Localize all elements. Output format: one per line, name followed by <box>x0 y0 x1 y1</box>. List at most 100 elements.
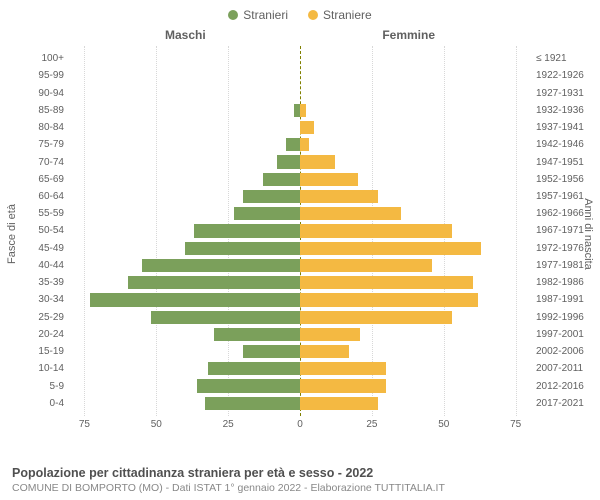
pyramid-row: 45-491972-1976 <box>70 240 530 257</box>
bar-male <box>243 345 301 358</box>
birth-year-label: 2012-2016 <box>530 381 586 392</box>
x-tick-label: 75 <box>79 419 90 430</box>
pyramid-row: 55-591962-1966 <box>70 205 530 222</box>
pyramid-row: 80-841937-1941 <box>70 119 530 136</box>
footer: Popolazione per cittadinanza straniera p… <box>12 466 588 494</box>
age-label: 100+ <box>26 53 70 64</box>
birth-year-label: 1962-1966 <box>530 208 586 219</box>
age-label: 60-64 <box>26 191 70 202</box>
bar-female <box>300 259 432 272</box>
birth-year-label: 1977-1981 <box>530 260 586 271</box>
bar-female <box>300 345 349 358</box>
column-header-male: Maschi <box>165 28 206 42</box>
bar-female <box>300 293 478 306</box>
legend-swatch-female <box>308 10 318 20</box>
y-axis-title-left: Fasce di età <box>6 204 18 264</box>
age-label: 45-49 <box>26 243 70 254</box>
birth-year-label: 1937-1941 <box>530 122 586 133</box>
pyramid-row: 5-92012-2016 <box>70 377 530 394</box>
birth-year-label: 1972-1976 <box>530 243 586 254</box>
x-axis: 7550250255075 <box>70 419 530 433</box>
bar-female <box>300 121 314 134</box>
bar-female <box>300 397 378 410</box>
bar-male <box>197 379 301 392</box>
bar-female <box>300 155 335 168</box>
chart-title: Popolazione per cittadinanza straniera p… <box>12 466 588 480</box>
birth-year-label: 1987-1991 <box>530 294 586 305</box>
bar-female <box>300 362 386 375</box>
age-label: 50-54 <box>26 225 70 236</box>
birth-year-label: 1952-1956 <box>530 174 586 185</box>
bar-female <box>300 379 386 392</box>
legend-swatch-male <box>228 10 238 20</box>
bar-female <box>300 276 473 289</box>
birth-year-label: 1942-1946 <box>530 139 586 150</box>
pyramid-row: 10-142007-2011 <box>70 360 530 377</box>
pyramid-row: 100+≤ 1921 <box>70 50 530 67</box>
pyramid-row: 70-741947-1951 <box>70 153 530 170</box>
age-label: 65-69 <box>26 174 70 185</box>
birth-year-label: 1932-1936 <box>530 105 586 116</box>
bar-male <box>194 224 300 237</box>
bar-male <box>142 259 300 272</box>
age-label: 15-19 <box>26 346 70 357</box>
pyramid-row: 75-791942-1946 <box>70 136 530 153</box>
pyramid-row: 35-391982-1986 <box>70 274 530 291</box>
bar-male <box>234 207 300 220</box>
bar-male <box>205 397 300 410</box>
bar-female <box>300 328 360 341</box>
bar-male <box>286 138 300 151</box>
pyramid-row: 40-441977-1981 <box>70 257 530 274</box>
pyramid-row: 50-541967-1971 <box>70 222 530 239</box>
age-label: 55-59 <box>26 208 70 219</box>
legend-item-female: Straniere <box>308 8 372 22</box>
bar-female <box>300 104 306 117</box>
chart-area: Maschi Femmine Fasce di età Anni di nasc… <box>20 26 580 441</box>
birth-year-label: 1927-1931 <box>530 88 586 99</box>
chart-subtitle: COMUNE DI BOMPORTO (MO) - Dati ISTAT 1° … <box>12 482 588 494</box>
plot: 100+≤ 192195-991922-192690-941927-193185… <box>70 46 530 416</box>
bar-male <box>208 362 300 375</box>
pyramid-row: 60-641957-1961 <box>70 188 530 205</box>
bar-male <box>277 155 300 168</box>
bar-female <box>300 224 452 237</box>
bar-female <box>300 311 452 324</box>
age-label: 30-34 <box>26 294 70 305</box>
birth-year-label: 1957-1961 <box>530 191 586 202</box>
birth-year-label: 2007-2011 <box>530 363 586 374</box>
birth-year-label: 2017-2021 <box>530 398 586 409</box>
age-label: 75-79 <box>26 139 70 150</box>
age-label: 10-14 <box>26 363 70 374</box>
pyramid-row: 30-341987-1991 <box>70 291 530 308</box>
birth-year-label: 1997-2001 <box>530 329 586 340</box>
bar-male <box>263 173 300 186</box>
age-label: 70-74 <box>26 157 70 168</box>
x-tick-label: 75 <box>510 419 521 430</box>
age-label: 80-84 <box>26 122 70 133</box>
pyramid-row: 0-42017-2021 <box>70 395 530 412</box>
pyramid-row: 85-891932-1936 <box>70 102 530 119</box>
x-tick-label: 50 <box>438 419 449 430</box>
age-label: 85-89 <box>26 105 70 116</box>
age-label: 35-39 <box>26 277 70 288</box>
age-label: 95-99 <box>26 70 70 81</box>
pyramid-row: 25-291992-1996 <box>70 309 530 326</box>
pyramid-row: 20-241997-2001 <box>70 326 530 343</box>
pyramid-row: 65-691952-1956 <box>70 171 530 188</box>
bar-female <box>300 242 481 255</box>
bar-female <box>300 190 378 203</box>
birth-year-label: 1982-1986 <box>530 277 586 288</box>
column-header-female: Femmine <box>382 28 435 42</box>
legend: Stranieri Straniere <box>0 0 600 26</box>
birth-year-label: 1992-1996 <box>530 312 586 323</box>
rows-container: 100+≤ 192195-991922-192690-941927-193185… <box>70 50 530 412</box>
pyramid-row: 90-941927-1931 <box>70 84 530 101</box>
legend-label-female: Straniere <box>323 8 372 22</box>
bar-male <box>90 293 300 306</box>
legend-item-male: Stranieri <box>228 8 288 22</box>
x-tick-label: 25 <box>223 419 234 430</box>
bar-male <box>185 242 300 255</box>
x-tick-label: 25 <box>366 419 377 430</box>
bar-female <box>300 207 401 220</box>
bar-female <box>300 138 309 151</box>
